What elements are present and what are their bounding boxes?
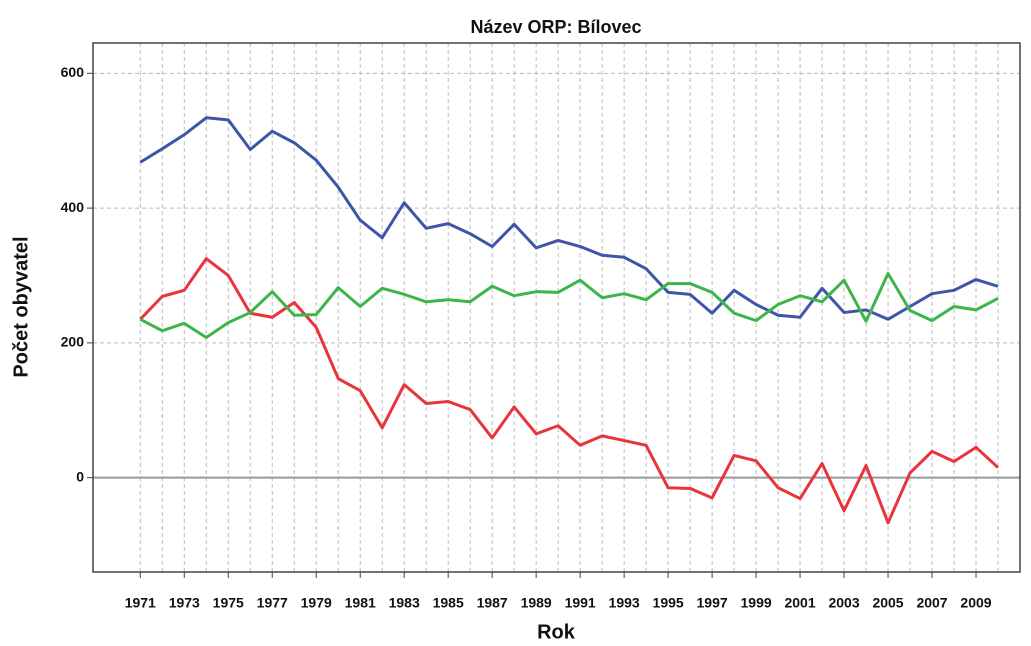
- x-tick-label: 2007: [916, 595, 947, 611]
- x-tick-label: 2001: [784, 595, 815, 611]
- data-line: [139, 116, 999, 321]
- x-tick-label: 1983: [389, 595, 420, 611]
- x-tick-label: 1989: [521, 595, 552, 611]
- data-line: [139, 257, 1000, 525]
- y-tick-label: 600: [61, 64, 85, 80]
- x-tick-label: 2003: [828, 595, 859, 611]
- x-tick-label: 1981: [345, 595, 376, 611]
- x-tick-label: 1977: [257, 595, 288, 611]
- x-tick-label: 1979: [301, 595, 332, 611]
- x-tick-label: 1997: [697, 595, 728, 611]
- data-line: [139, 271, 999, 339]
- y-tick-label: 400: [61, 199, 85, 215]
- x-tick-label: 1987: [477, 595, 508, 611]
- x-tick-label: 1993: [609, 595, 640, 611]
- x-tick-label: 1995: [653, 595, 684, 611]
- x-tick-label: 2005: [872, 595, 903, 611]
- y-tick-label: 200: [61, 334, 85, 350]
- y-tick-label: 0: [76, 468, 84, 484]
- x-tick-label: 2009: [960, 595, 991, 611]
- x-tick-label: 1971: [125, 595, 156, 611]
- x-tick-label: 1991: [565, 595, 596, 611]
- x-tick-label: 1973: [169, 595, 200, 611]
- x-tick-label: 1985: [433, 595, 464, 611]
- plot-frame: [92, 42, 1021, 573]
- y-axis-label: Počet obyvatel: [10, 236, 32, 377]
- x-axis-label: Rok: [537, 621, 576, 643]
- x-tick-label: 1999: [741, 595, 772, 611]
- x-tick-label: 1975: [213, 595, 244, 611]
- chart-title: Název ORP: Bílovec: [470, 17, 641, 37]
